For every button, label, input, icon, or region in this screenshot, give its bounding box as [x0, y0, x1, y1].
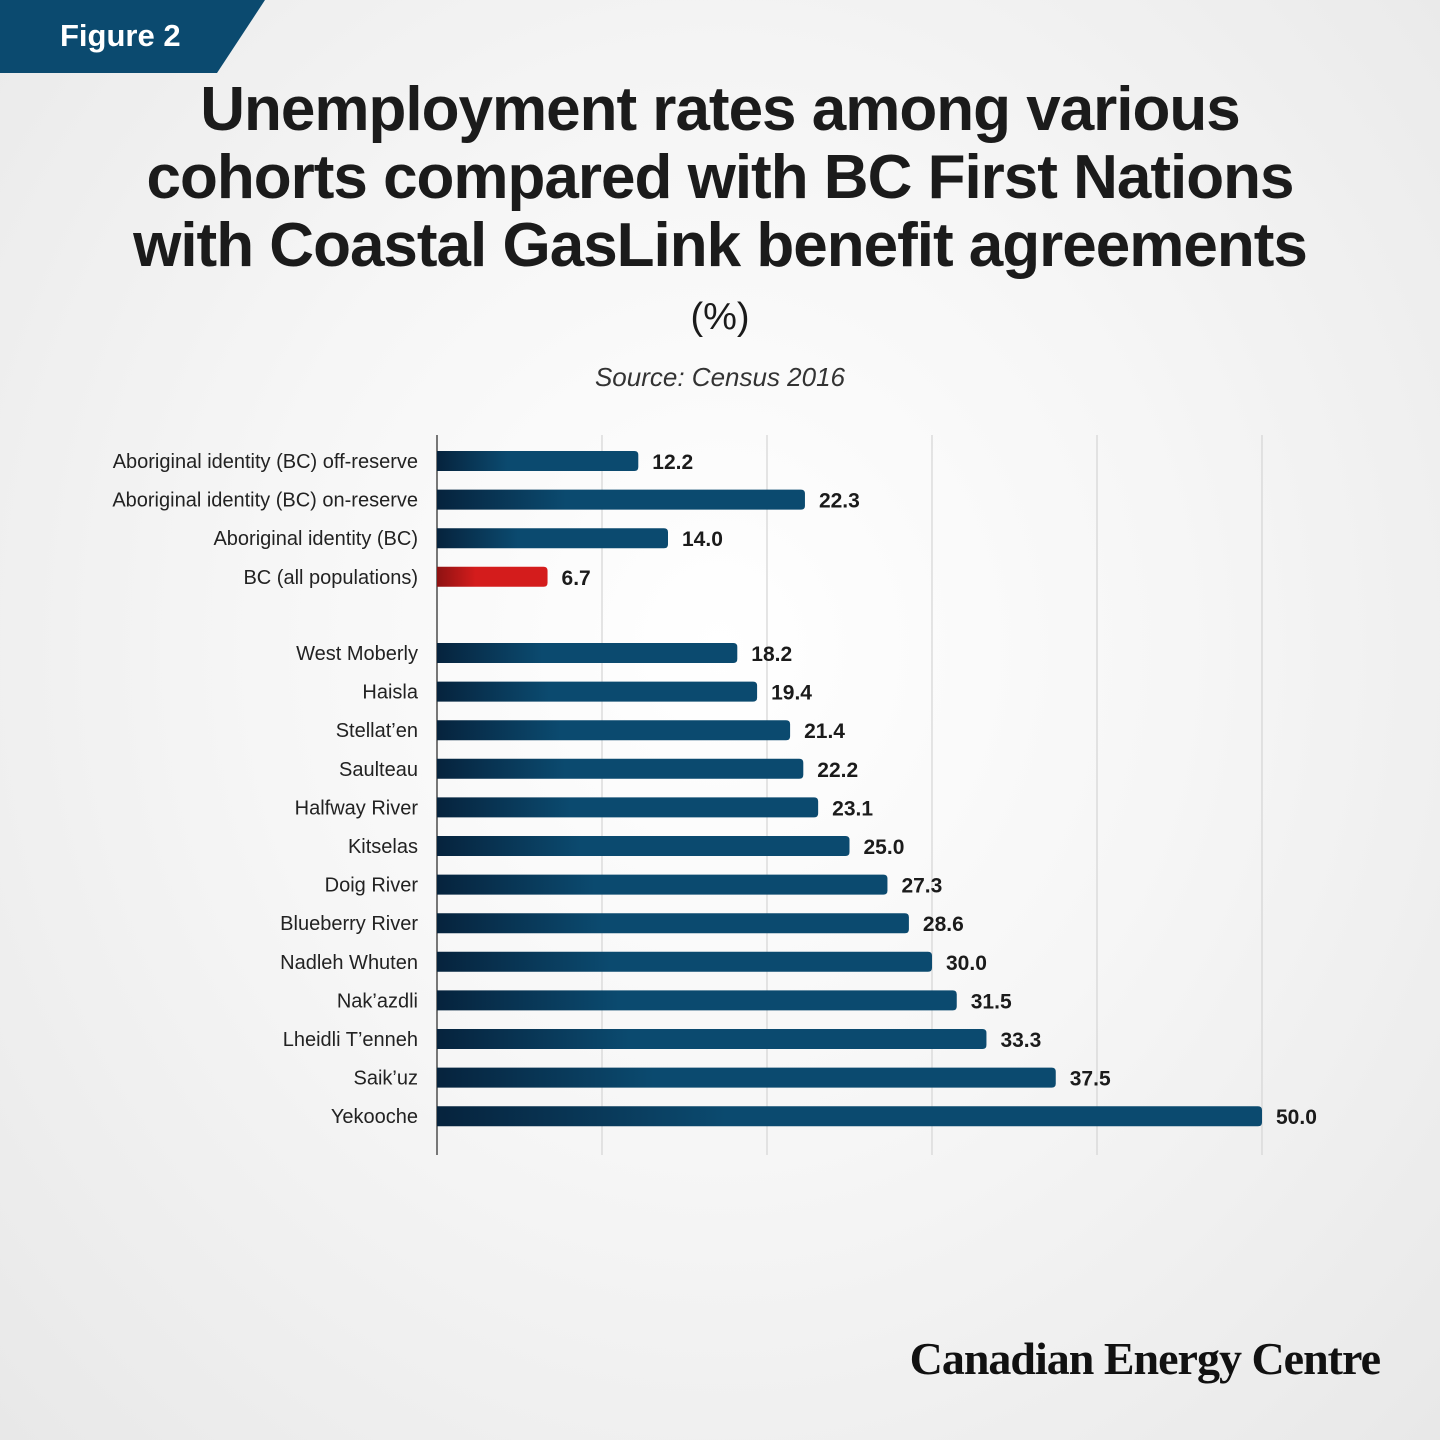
data-label: 37.5 — [1070, 1068, 1111, 1091]
bar — [437, 836, 850, 856]
category-label: Nak’azdli — [337, 990, 418, 1012]
category-label: Doig River — [325, 875, 419, 897]
figure-label: Figure 2 — [60, 18, 181, 53]
bar — [437, 951, 932, 972]
bar — [437, 1067, 1056, 1088]
figure-badge: Figure 2 — [0, 0, 265, 73]
bar — [437, 1029, 987, 1049]
category-label: Kitselas — [348, 836, 418, 858]
data-label: 6.7 — [562, 567, 591, 590]
data-label: 19.4 — [771, 682, 812, 705]
category-label: Haisla — [362, 682, 418, 704]
bar — [437, 489, 805, 510]
category-label: Halfway River — [295, 797, 419, 819]
data-label: 22.2 — [817, 759, 858, 782]
data-label: 23.1 — [832, 797, 873, 820]
category-label: Aboriginal identity (BC) — [213, 528, 418, 550]
bar — [437, 720, 791, 741]
bar — [437, 451, 639, 471]
brand-logo: Canadian Energy Centre — [909, 1333, 1381, 1384]
data-label: 50.0 — [1276, 1106, 1317, 1129]
data-label: 12.2 — [652, 451, 693, 474]
category-label: Saulteau — [339, 759, 418, 781]
data-label: 25.0 — [864, 836, 905, 859]
category-label: Blueberry River — [280, 913, 418, 935]
bar — [437, 1106, 1262, 1127]
category-label: Stellat’en — [336, 720, 418, 742]
category-label: BC (all populations) — [243, 567, 418, 589]
data-label: 30.0 — [946, 952, 987, 975]
data-label: 27.3 — [901, 875, 942, 898]
category-label: Nadleh Whuten — [280, 952, 418, 974]
data-label: 28.6 — [923, 913, 964, 936]
category-label: Aboriginal identity (BC) on-reserve — [112, 490, 418, 512]
bar — [437, 797, 819, 818]
bar — [437, 874, 888, 895]
source-label: Source: Census 2016 — [594, 362, 846, 392]
chart-title: Unemployment rates among various cohorts… — [133, 75, 1308, 280]
category-label: Lheidli T’enneh — [283, 1029, 418, 1051]
bar — [437, 681, 758, 702]
data-label: 18.2 — [751, 643, 792, 666]
data-label: 31.5 — [971, 990, 1012, 1013]
category-label: Saik’uz — [354, 1068, 418, 1090]
category-label: Yekooche — [331, 1106, 418, 1128]
category-label: West Moberly — [296, 643, 418, 665]
bar — [437, 913, 909, 934]
category-label: Aboriginal identity (BC) off-reserve — [113, 451, 418, 473]
data-label: 33.3 — [1000, 1029, 1041, 1052]
data-label: 21.4 — [804, 720, 845, 743]
unit-label: (%) — [690, 296, 750, 338]
data-label: 22.3 — [819, 490, 860, 513]
bar — [437, 758, 804, 779]
data-label: 14.0 — [682, 528, 723, 551]
bar — [437, 643, 738, 663]
bar — [437, 528, 668, 549]
bar — [437, 566, 548, 587]
bar — [437, 990, 957, 1011]
